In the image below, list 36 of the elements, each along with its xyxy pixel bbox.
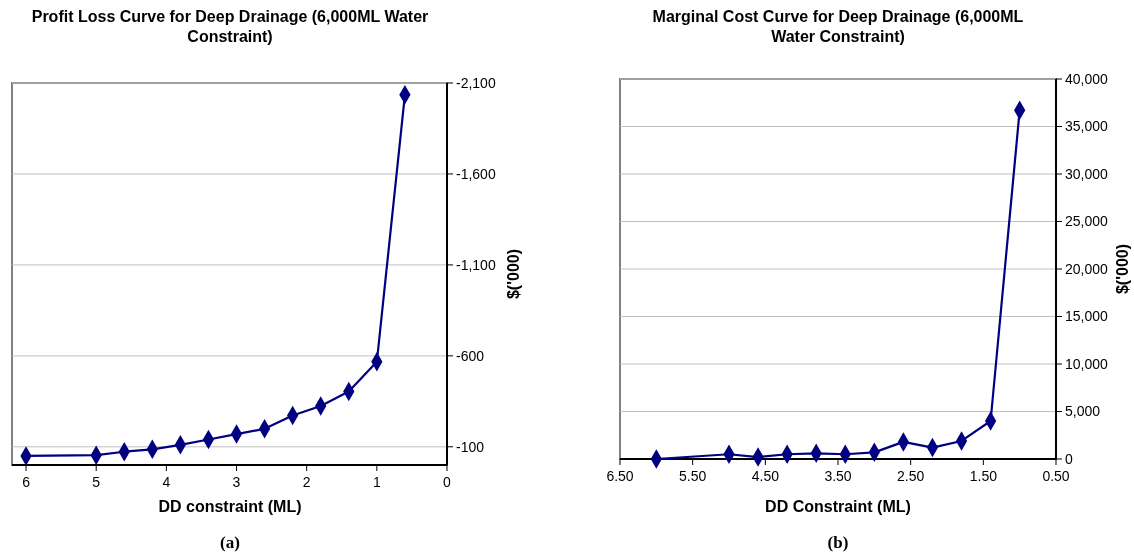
x-tick-label: 6.50 — [606, 468, 634, 484]
x-tick-label: 4.50 — [751, 468, 780, 484]
y-tick-label: -2,100 — [456, 74, 496, 91]
x-tick-label: 6 — [22, 474, 31, 490]
x-tick-label: 2 — [302, 474, 311, 490]
x-tick-label: 3.50 — [824, 468, 852, 484]
text: (a) — [220, 533, 240, 552]
y-axis-title: $('000) — [505, 248, 522, 300]
x-axis-title: DD Constraint (ML) — [765, 498, 911, 515]
x-tick-label: 2.50 — [897, 468, 925, 484]
x-axis-title: DD constraint (ML) — [158, 498, 302, 515]
y-tick-label: 10,000 — [1065, 355, 1109, 372]
y-tick-label: 15,000 — [1065, 308, 1109, 325]
x-tick-label: 1 — [372, 474, 381, 490]
chart-title: Profit Loss Curve for Deep Drainage (6,000ML Water Constraint) — [31, 8, 429, 45]
y-tick-label: 20,000 — [1065, 260, 1109, 277]
x-tick-label: 4 — [162, 474, 171, 490]
y-axis-title: $('000) — [1114, 243, 1131, 295]
y-tick-label: 30,000 — [1065, 165, 1109, 182]
chart-title: Marginal Cost Curve for Deep Drainage (6,000ML Water Constraint) — [652, 8, 1024, 45]
x-tick-label: 3 — [232, 474, 241, 490]
x-tick-label: 1.50 — [969, 468, 998, 484]
y-tick-label: -1,600 — [456, 165, 496, 182]
y-tick-label: -100 — [456, 438, 485, 455]
x-tick-label: 0.50 — [1042, 468, 1070, 484]
y-tick-label: -600 — [456, 347, 485, 364]
y-tick-label: 25,000 — [1065, 213, 1109, 230]
x-tick-label: 0 — [443, 474, 452, 490]
y-tick-label: -1,100 — [456, 256, 496, 273]
y-tick-label: 40,000 — [1065, 70, 1109, 87]
x-tick-label: 5.50 — [679, 468, 707, 484]
y-tick-label: 35,000 — [1065, 118, 1109, 135]
text: (b) — [827, 533, 849, 552]
x-tick-label: 5 — [92, 474, 101, 490]
y-tick-label: 5,000 — [1065, 403, 1101, 420]
y-tick-label: 0 — [1065, 450, 1073, 467]
